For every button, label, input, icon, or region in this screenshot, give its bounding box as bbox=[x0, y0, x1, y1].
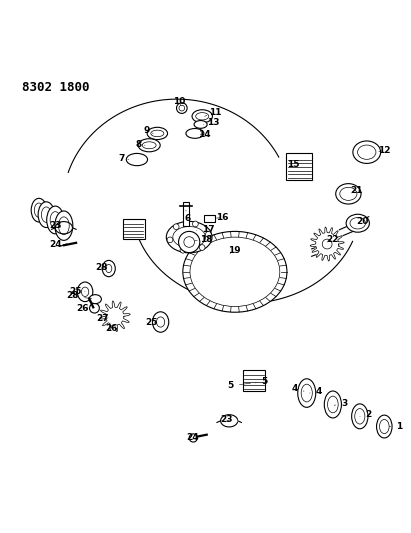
Ellipse shape bbox=[142, 142, 156, 149]
Circle shape bbox=[184, 237, 194, 247]
Ellipse shape bbox=[58, 217, 69, 235]
Text: 24: 24 bbox=[49, 239, 65, 248]
Ellipse shape bbox=[166, 221, 212, 253]
Text: 9: 9 bbox=[143, 126, 153, 135]
Ellipse shape bbox=[47, 206, 64, 234]
Ellipse shape bbox=[186, 128, 204, 139]
Text: 25: 25 bbox=[69, 287, 85, 296]
Ellipse shape bbox=[34, 203, 44, 217]
Ellipse shape bbox=[89, 295, 102, 304]
Ellipse shape bbox=[126, 154, 148, 166]
Ellipse shape bbox=[346, 214, 369, 232]
Ellipse shape bbox=[301, 384, 312, 402]
Ellipse shape bbox=[376, 415, 392, 438]
Circle shape bbox=[167, 237, 173, 243]
Text: 7: 7 bbox=[119, 154, 129, 163]
Text: 15: 15 bbox=[287, 160, 300, 169]
Text: 14: 14 bbox=[199, 130, 211, 139]
Text: 26: 26 bbox=[76, 304, 88, 313]
Ellipse shape bbox=[196, 112, 209, 120]
Text: 17: 17 bbox=[196, 225, 215, 235]
Ellipse shape bbox=[81, 287, 89, 296]
Polygon shape bbox=[310, 227, 344, 261]
Text: 23: 23 bbox=[49, 221, 62, 230]
Text: 2: 2 bbox=[360, 410, 372, 419]
Circle shape bbox=[199, 245, 205, 251]
Ellipse shape bbox=[42, 207, 51, 222]
Circle shape bbox=[206, 231, 211, 237]
Ellipse shape bbox=[355, 409, 365, 424]
Ellipse shape bbox=[147, 127, 168, 140]
Ellipse shape bbox=[77, 282, 93, 302]
Text: 22: 22 bbox=[326, 236, 338, 245]
Ellipse shape bbox=[152, 312, 169, 332]
Ellipse shape bbox=[350, 217, 365, 229]
Text: 13: 13 bbox=[203, 118, 219, 127]
Text: 19: 19 bbox=[228, 246, 240, 255]
Ellipse shape bbox=[358, 145, 376, 159]
Text: 11: 11 bbox=[205, 108, 222, 117]
Circle shape bbox=[189, 434, 197, 442]
Polygon shape bbox=[99, 301, 130, 332]
Ellipse shape bbox=[353, 141, 381, 164]
Bar bbox=[243, 370, 265, 391]
Circle shape bbox=[179, 105, 185, 111]
Text: 24: 24 bbox=[186, 433, 199, 442]
Circle shape bbox=[90, 303, 99, 313]
Ellipse shape bbox=[192, 110, 212, 123]
Text: 6: 6 bbox=[184, 210, 190, 223]
Text: 18: 18 bbox=[195, 235, 212, 244]
Ellipse shape bbox=[340, 187, 357, 200]
Text: 10: 10 bbox=[173, 96, 185, 106]
Ellipse shape bbox=[31, 198, 47, 222]
Bar bbox=[286, 153, 312, 180]
Ellipse shape bbox=[151, 130, 164, 136]
Text: 28: 28 bbox=[67, 292, 92, 301]
Bar bbox=[183, 203, 189, 226]
Ellipse shape bbox=[102, 261, 115, 277]
Ellipse shape bbox=[138, 139, 160, 152]
Circle shape bbox=[176, 103, 187, 114]
Ellipse shape bbox=[50, 212, 60, 228]
Ellipse shape bbox=[183, 231, 287, 312]
Text: 5: 5 bbox=[228, 381, 251, 390]
Text: 23: 23 bbox=[220, 416, 233, 424]
Circle shape bbox=[322, 239, 332, 249]
Text: 20: 20 bbox=[356, 217, 369, 226]
Ellipse shape bbox=[328, 396, 338, 413]
Text: 27: 27 bbox=[96, 314, 109, 323]
Text: 8302 1800: 8302 1800 bbox=[22, 81, 89, 94]
Text: 3: 3 bbox=[334, 399, 347, 408]
Ellipse shape bbox=[352, 404, 368, 429]
Ellipse shape bbox=[324, 391, 342, 418]
Text: 21: 21 bbox=[350, 187, 363, 196]
Text: 25: 25 bbox=[145, 318, 158, 327]
Ellipse shape bbox=[106, 264, 112, 272]
Text: 28: 28 bbox=[95, 263, 108, 272]
Text: 12: 12 bbox=[378, 146, 390, 155]
Ellipse shape bbox=[298, 379, 316, 407]
Ellipse shape bbox=[336, 184, 361, 204]
Ellipse shape bbox=[379, 419, 389, 434]
Text: 8: 8 bbox=[136, 140, 145, 149]
Ellipse shape bbox=[55, 211, 73, 240]
Ellipse shape bbox=[194, 120, 207, 128]
Bar bbox=[204, 215, 215, 222]
Text: 26: 26 bbox=[105, 324, 118, 333]
Circle shape bbox=[178, 231, 200, 253]
Text: 16: 16 bbox=[217, 213, 229, 222]
Text: 1: 1 bbox=[389, 422, 402, 431]
Circle shape bbox=[173, 224, 179, 230]
Ellipse shape bbox=[157, 317, 165, 327]
Ellipse shape bbox=[38, 202, 55, 228]
Text: 4: 4 bbox=[309, 387, 322, 397]
Bar bbox=[122, 219, 145, 239]
Text: 4: 4 bbox=[291, 384, 304, 393]
Circle shape bbox=[192, 221, 198, 227]
Text: 5: 5 bbox=[255, 377, 268, 386]
Circle shape bbox=[180, 247, 186, 253]
